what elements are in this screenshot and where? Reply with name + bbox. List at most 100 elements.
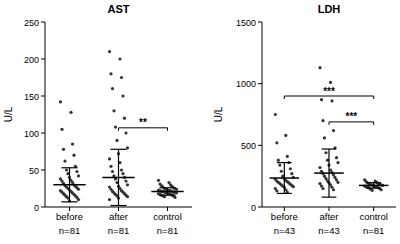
panel: ASTU/L050100150200250beforen=81aftern=81… xyxy=(3,3,192,236)
y-axis-label: U/L xyxy=(3,106,14,122)
point xyxy=(124,131,127,134)
error-cap xyxy=(277,162,292,163)
point xyxy=(75,170,78,173)
point xyxy=(126,183,129,186)
significance-label: *** xyxy=(323,86,335,97)
point xyxy=(121,172,124,175)
point xyxy=(118,57,121,60)
y-tick xyxy=(258,83,262,84)
y-axis-label: U/L xyxy=(213,106,224,122)
point xyxy=(330,99,333,102)
y-tick xyxy=(41,207,45,208)
point xyxy=(157,179,160,182)
y-tick xyxy=(41,133,45,134)
significance-label: *** xyxy=(345,111,357,122)
y-tick xyxy=(41,170,45,171)
point xyxy=(126,195,129,198)
point xyxy=(323,136,326,139)
error-cap xyxy=(322,148,337,149)
point xyxy=(108,198,111,201)
point xyxy=(336,161,339,164)
sample-size: n=81 xyxy=(108,225,129,236)
point xyxy=(278,163,281,166)
point xyxy=(289,167,292,170)
point xyxy=(280,170,283,173)
sample-size: n=81 xyxy=(363,225,384,236)
point xyxy=(77,174,80,177)
y-tick xyxy=(258,22,262,23)
sample-size: n=81 xyxy=(157,225,178,236)
mean-line xyxy=(102,177,134,179)
point xyxy=(318,166,321,169)
point xyxy=(318,66,321,69)
error-cap xyxy=(366,188,381,189)
point xyxy=(332,129,335,132)
y-tick-label: 200 xyxy=(24,55,39,65)
point xyxy=(109,72,112,75)
sample-size: n=43 xyxy=(274,225,295,236)
y-tick xyxy=(258,207,262,208)
point xyxy=(60,128,63,131)
error-cap xyxy=(277,193,292,194)
y-tick xyxy=(41,59,45,60)
figure: ASTU/L050100150200250beforen=81aftern=81… xyxy=(0,0,400,244)
mean-line xyxy=(359,185,388,187)
y-axis xyxy=(45,22,46,207)
point xyxy=(275,189,278,192)
point xyxy=(124,180,127,183)
point xyxy=(335,156,338,159)
point xyxy=(173,196,176,199)
point xyxy=(275,141,278,144)
point xyxy=(320,98,323,101)
error-cap xyxy=(159,187,175,188)
point xyxy=(108,50,111,53)
panel: LDHU/L050010001500beforen=43aftern=43con… xyxy=(213,3,396,236)
y-tick-label: 1000 xyxy=(236,79,256,89)
point xyxy=(111,87,114,90)
mean-line xyxy=(314,172,343,174)
mean-line xyxy=(53,184,85,186)
y-tick xyxy=(258,145,262,146)
point xyxy=(121,94,124,97)
y-tick-label: 0 xyxy=(34,203,39,213)
point xyxy=(324,151,327,154)
point xyxy=(71,143,74,146)
point xyxy=(114,125,117,128)
point xyxy=(65,168,68,171)
point xyxy=(62,148,65,151)
point xyxy=(112,109,115,112)
point xyxy=(108,157,111,160)
plot-area xyxy=(270,66,389,197)
y-tick-label: 0 xyxy=(251,203,256,213)
y-tick xyxy=(41,22,45,23)
significance-label: ** xyxy=(139,117,147,128)
point xyxy=(332,188,335,191)
y-tick-label: 500 xyxy=(241,141,256,151)
point xyxy=(120,76,123,79)
point xyxy=(290,172,293,175)
point xyxy=(77,198,80,201)
x-tick-label: before xyxy=(56,211,83,222)
y-tick-label: 100 xyxy=(24,129,39,139)
mean-line xyxy=(270,177,299,179)
error-cap xyxy=(61,167,77,168)
y-axis xyxy=(262,22,263,207)
point xyxy=(336,181,339,184)
point xyxy=(321,119,324,122)
title: LDH xyxy=(318,3,341,15)
point xyxy=(115,139,118,142)
point xyxy=(286,155,289,158)
y-tick xyxy=(41,96,45,97)
error-cap xyxy=(159,195,175,196)
point xyxy=(123,117,126,120)
error-cap xyxy=(110,149,126,150)
point xyxy=(69,111,72,114)
plot-area xyxy=(53,50,183,206)
y-tick-label: 1500 xyxy=(236,18,256,28)
point xyxy=(111,170,114,173)
point xyxy=(72,154,75,157)
point xyxy=(77,188,80,191)
point xyxy=(63,160,66,163)
title: AST xyxy=(108,3,130,15)
mean-line xyxy=(151,191,183,193)
